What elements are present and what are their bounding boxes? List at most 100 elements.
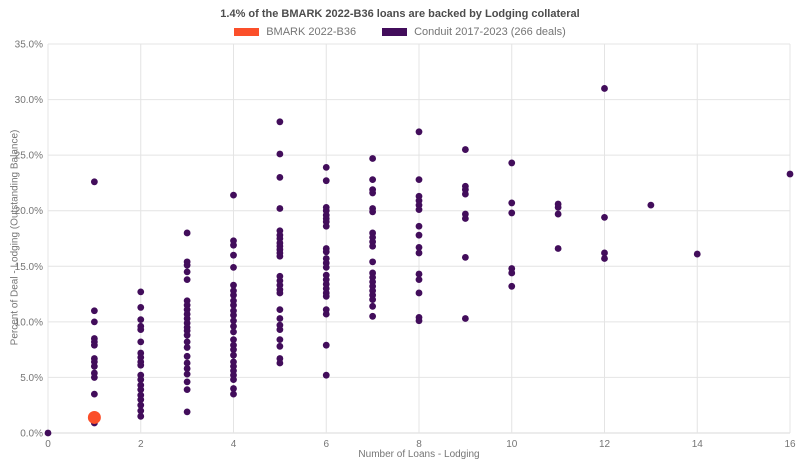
data-point-conduit (508, 269, 516, 277)
data-point-conduit (137, 288, 145, 296)
x-tick-label: 16 (784, 439, 796, 450)
legend-label-bmark: BMARK 2022-B36 (266, 26, 357, 38)
data-point-conduit (369, 208, 377, 216)
y-tick-label: 35.0% (15, 40, 43, 51)
data-point-conduit (461, 146, 469, 153)
x-tick-label: 6 (323, 439, 329, 450)
data-point-conduit (230, 263, 237, 271)
data-point-conduit (322, 263, 330, 271)
data-point-conduit (137, 326, 145, 334)
data-point-conduit (322, 292, 330, 300)
data-point-conduit (601, 255, 608, 262)
data-point-conduit (183, 378, 191, 386)
data-point-conduit (276, 173, 284, 181)
data-point-conduit (601, 213, 608, 221)
data-point-conduit (183, 359, 191, 367)
data-point-conduit (44, 429, 52, 437)
data-point-conduit (183, 331, 191, 339)
data-point-conduit (415, 222, 423, 230)
data-point-conduit (415, 317, 423, 325)
y-axis-title: Percent of Deal - Lodging (Outstanding B… (9, 129, 21, 346)
data-point-conduit (90, 341, 98, 349)
x-tick-label: 8 (416, 439, 422, 450)
x-tick-label: 2 (138, 439, 144, 450)
data-point-conduit (601, 85, 608, 92)
data-point-conduit (369, 302, 377, 310)
legend-label-conduit: Conduit 2017-2023 (266 deals) (414, 26, 566, 38)
data-point-conduit (369, 258, 377, 266)
data-point-conduit (183, 408, 191, 416)
data-point-conduit (415, 243, 423, 251)
data-point-conduit (554, 203, 562, 211)
y-tick-label: 15.0% (15, 262, 43, 273)
data-point-conduit (137, 376, 145, 384)
data-point-bmark (87, 410, 101, 424)
x-tick-label: 0 (45, 439, 51, 450)
data-point-conduit (230, 281, 237, 289)
data-point-conduit (230, 311, 237, 319)
data-point-conduit (183, 261, 191, 269)
data-point-conduit (461, 315, 469, 322)
data-point-conduit (554, 210, 562, 218)
data-point-conduit (415, 206, 423, 214)
data-point-conduit (461, 253, 469, 261)
data-point-conduit (369, 189, 377, 197)
data-point-conduit (90, 374, 98, 381)
data-point-conduit (415, 249, 423, 257)
data-point-conduit (693, 250, 701, 258)
data-point-conduit (369, 312, 377, 320)
data-point-conduit (183, 352, 191, 360)
data-point-conduit (415, 128, 423, 136)
data-point-conduit (322, 177, 330, 185)
data-point-conduit (508, 282, 516, 290)
data-point-conduit (276, 315, 284, 322)
legend-item-conduit[interactable]: Conduit 2017-2023 (266 deals) (382, 26, 566, 38)
data-point-conduit (230, 251, 237, 259)
data-point-conduit (647, 201, 655, 209)
data-point-conduit (786, 170, 794, 178)
legend-item-bmark[interactable]: BMARK 2022-B36 (234, 26, 356, 38)
data-point-conduit (322, 248, 330, 256)
data-point-conduit (183, 338, 191, 346)
data-point-conduit (230, 385, 237, 392)
data-point-conduit (276, 336, 284, 344)
data-point-conduit (322, 341, 330, 349)
data-point-conduit (90, 362, 98, 370)
data-point-conduit (137, 361, 145, 369)
y-tick-label: 0.0% (20, 429, 43, 440)
data-point-conduit (276, 342, 284, 350)
y-tick-label: 5.0% (20, 373, 43, 384)
data-point-conduit (183, 268, 191, 276)
data-point-conduit (230, 191, 237, 199)
data-point-conduit (137, 386, 145, 394)
data-point-conduit (508, 159, 516, 167)
data-point-conduit (369, 296, 377, 304)
data-point-conduit (137, 407, 145, 415)
legend-swatch-conduit (382, 28, 408, 36)
data-point-conduit (230, 291, 237, 299)
data-point-conduit (276, 359, 284, 367)
data-point-conduit (276, 252, 284, 260)
data-point-conduit (369, 242, 377, 250)
data-point-conduit (230, 351, 237, 359)
x-axis-title: Number of Loans - Lodging (358, 449, 480, 460)
data-point-conduit (183, 344, 191, 351)
data-point-conduit (90, 307, 98, 315)
data-point-conduit (415, 176, 423, 183)
data-point-conduit (276, 118, 284, 126)
data-point-conduit (276, 306, 284, 314)
data-point-conduit (183, 229, 191, 237)
data-point-conduit (90, 390, 98, 398)
data-point-conduit (137, 401, 145, 409)
x-tick-label: 12 (599, 439, 611, 450)
data-point-conduit (601, 249, 608, 257)
data-point-conduit (415, 276, 423, 284)
data-point-conduit (90, 178, 98, 186)
data-point-conduit (183, 276, 191, 284)
data-point-conduit (369, 176, 377, 183)
data-point-conduit (508, 209, 516, 217)
data-point-conduit (183, 370, 191, 378)
y-tick-label: 20.0% (15, 206, 43, 217)
